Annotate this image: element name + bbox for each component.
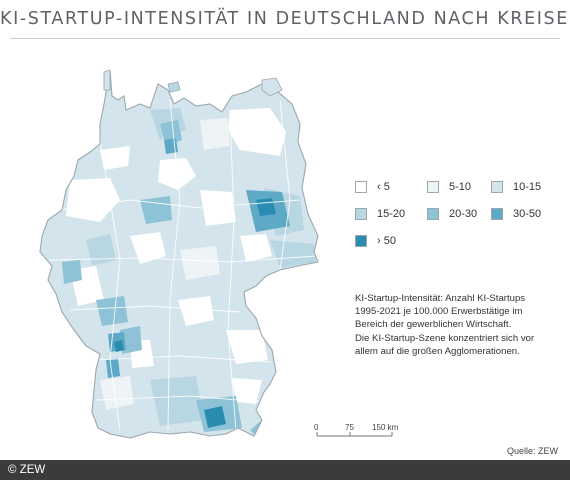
legend-item: 5-10 <box>427 180 471 194</box>
description-line: Die KI-Startup-Szene konzentriert sich v… <box>355 332 535 344</box>
description-line: Bereich der gewerblichen Wirtschaft. <box>355 319 512 331</box>
legend-item: 10-15 <box>491 180 541 194</box>
copyright-text: © ZEW <box>8 464 46 476</box>
legend-swatch <box>427 208 439 220</box>
scalebar-label-150: 150 km <box>372 423 399 432</box>
map-description: KI-Startup-Intensität: Anzahl KI-Startup… <box>355 292 565 358</box>
scalebar-label-75: 75 <box>345 423 354 432</box>
legend-label: 10-15 <box>513 181 542 193</box>
legend-swatch <box>355 235 367 247</box>
legend-label: 5-10 <box>449 181 472 193</box>
description-line: KI-Startup-Intensität: Anzahl KI-Startup… <box>355 293 526 304</box>
scale-bar <box>316 432 393 437</box>
legend-label: ‹ 5 <box>377 181 390 193</box>
legend-item: 20-30 <box>427 207 477 221</box>
source-credit: Quelle: ZEW <box>506 446 558 456</box>
legend-item: 30-50 <box>491 207 541 221</box>
title-divider <box>10 38 560 39</box>
legend-label: › 50 <box>377 235 396 247</box>
description-line: 1995-2021 je 100.000 Erwerbstätige im <box>355 306 523 318</box>
legend-swatch <box>491 208 503 220</box>
legend-item: ‹ 5 <box>355 180 390 194</box>
legend-swatch <box>427 181 439 193</box>
description-line: allem auf die großen Agglomerationen. <box>355 345 520 357</box>
legend-item: 15-20 <box>355 207 405 221</box>
island-fehmarn <box>167 81 181 93</box>
island-sylt <box>103 69 111 91</box>
copyright-footer: © ZEW <box>0 460 570 480</box>
legend-swatch <box>355 181 367 193</box>
legend-label: 30-50 <box>513 208 542 220</box>
legend-swatch <box>491 181 503 193</box>
legend-swatch <box>355 208 367 220</box>
island-ruegen <box>261 77 283 97</box>
legend: ‹ 5 5-10 10-15 15-20 20-30 30-50 › 50 <box>355 180 555 260</box>
legend-label: 20-30 <box>449 208 478 220</box>
legend-label: 15-20 <box>377 208 406 220</box>
legend-item: › 50 <box>355 234 396 248</box>
map-title: KI-STARTUP-INTENSITÄT IN DEUTSCHLAND NAC… <box>0 9 570 29</box>
district-patches <box>49 70 317 438</box>
germany-border <box>39 69 319 439</box>
scalebar-label-0: 0 <box>314 423 319 432</box>
